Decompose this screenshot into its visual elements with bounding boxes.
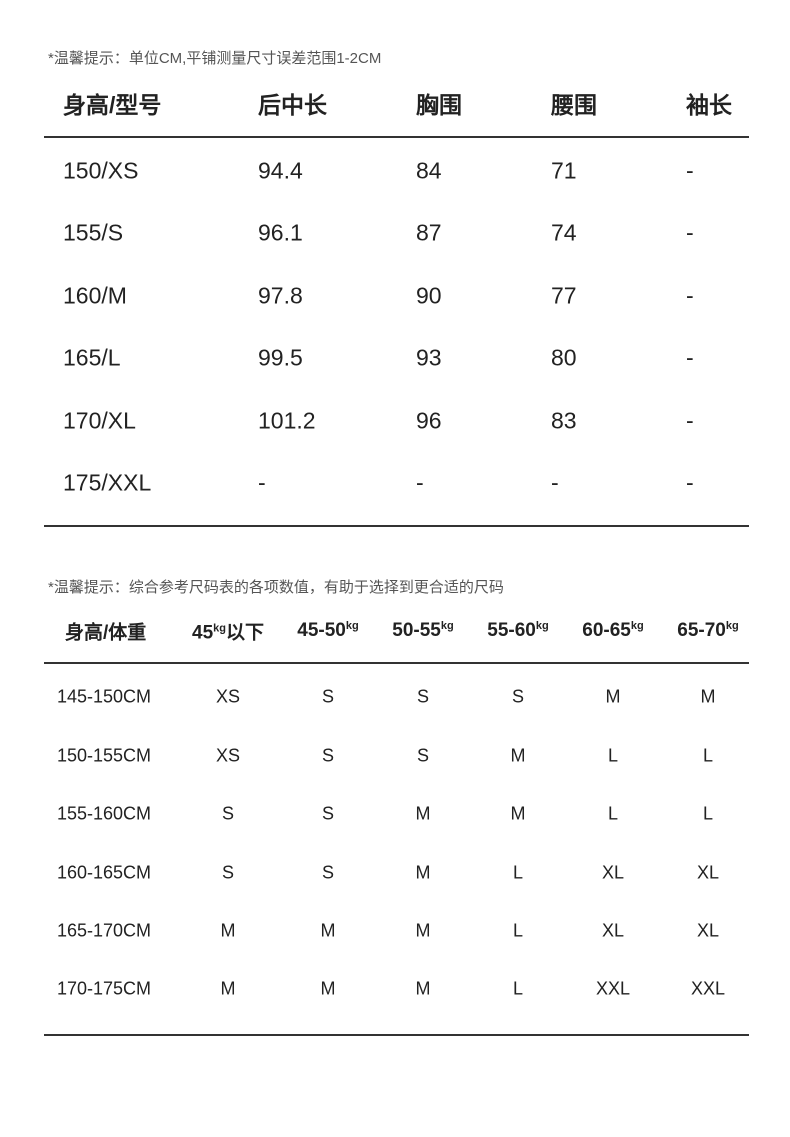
column-header: 45-50kg: [297, 620, 359, 641]
table-cell: 93: [416, 344, 442, 371]
size-cell: S: [416, 686, 430, 707]
column-header: 身高/型号: [63, 92, 162, 118]
height-range-cell: 170-175CM: [57, 978, 152, 999]
table1-bottom-divider: [44, 525, 749, 527]
size-cell: M: [320, 978, 336, 999]
size-cell: L: [607, 803, 619, 824]
size-cell: M: [220, 978, 236, 999]
size-cell: S: [321, 745, 335, 766]
table-cell: -: [686, 407, 694, 434]
unit-kg: kg: [440, 620, 454, 632]
size-label-cell: 150/XS: [63, 157, 139, 184]
size-cell: S: [221, 862, 235, 883]
size-cell: M: [415, 862, 431, 883]
table-cell: 77: [551, 282, 577, 309]
table-cell: 74: [551, 219, 577, 246]
unit-kg: kg: [630, 620, 644, 632]
size-cell: S: [321, 862, 335, 883]
column-header: 身高/体重: [65, 622, 147, 644]
table-cell: 87: [416, 219, 442, 246]
size-cell: XL: [601, 862, 625, 883]
table-cell: 96: [416, 407, 442, 434]
size-cell: XXL: [690, 978, 726, 999]
size-cell: S: [321, 686, 335, 707]
table2-bottom-divider: [44, 1034, 749, 1036]
size-cell: L: [512, 862, 524, 883]
table-cell: -: [416, 469, 424, 496]
size-cell: L: [512, 978, 524, 999]
table-cell: 97.8: [258, 282, 303, 309]
column-header: 腰围: [551, 92, 597, 118]
table-cell: -: [686, 282, 694, 309]
size-label-cell: 170/XL: [63, 407, 136, 434]
height-range-cell: 165-170CM: [57, 920, 152, 941]
height-range-cell: 150-155CM: [57, 745, 152, 766]
column-header: 55-60kg: [487, 620, 549, 641]
unit-kg: kg: [213, 622, 226, 635]
table-cell: -: [686, 219, 694, 246]
size-label-cell: 165/L: [63, 344, 121, 371]
column-header: 袖长: [686, 92, 732, 118]
column-header: 45kg以下: [192, 622, 264, 644]
table-cell: 99.5: [258, 344, 303, 371]
table-cell: 90: [416, 282, 442, 309]
table-cell: -: [686, 344, 694, 371]
size-cell: M: [220, 920, 236, 941]
table-cell: -: [551, 469, 559, 496]
size-cell: M: [415, 803, 431, 824]
column-header: 60-65kg: [582, 620, 644, 641]
size-cell: M: [605, 686, 621, 707]
size-cell: L: [702, 803, 714, 824]
table-cell: -: [686, 157, 694, 184]
column-header: 50-55kg: [392, 620, 454, 641]
table-cell: -: [686, 469, 694, 496]
height-range-cell: 160-165CM: [57, 862, 152, 883]
size-cell: S: [321, 803, 335, 824]
size-cell: S: [416, 745, 430, 766]
size-cell: S: [511, 686, 525, 707]
table-cell: 96.1: [258, 219, 303, 246]
size-cell: M: [415, 920, 431, 941]
column-header: 胸围: [416, 92, 462, 118]
table1-header-divider: [44, 136, 749, 138]
size-cell: M: [415, 978, 431, 999]
table-cell: -: [258, 469, 266, 496]
table-cell: 101.2: [258, 407, 316, 434]
column-header: 65-70kg: [677, 620, 739, 641]
table-cell: 84: [416, 157, 442, 184]
table-cell: 83: [551, 407, 577, 434]
unit-kg: kg: [345, 620, 359, 632]
size-cell: XL: [601, 920, 625, 941]
size-cell: M: [320, 920, 336, 941]
size-label-cell: 160/M: [63, 282, 127, 309]
height-range-cell: 145-150CM: [57, 686, 152, 707]
size-cell: S: [221, 803, 235, 824]
size-cell: M: [510, 803, 526, 824]
size-cell: XXL: [595, 978, 631, 999]
size-cell: XL: [696, 920, 720, 941]
size-cell: L: [512, 920, 524, 941]
table2-header-divider: [44, 662, 749, 664]
measurement-note: *温馨提示：单位CM,平铺测量尺寸误差范围1-2CM: [48, 50, 382, 67]
size-cell: L: [607, 745, 619, 766]
table-cell: 71: [551, 157, 577, 184]
size-label-cell: 155/S: [63, 219, 124, 246]
column-header: 后中长: [258, 92, 327, 118]
table-cell: 80: [551, 344, 577, 371]
table-cell: 94.4: [258, 157, 303, 184]
recommendation-note: *温馨提示：综合参考尺码表的各项数值，有助于选择到更合适的尺码: [48, 579, 504, 596]
size-cell: XS: [215, 745, 241, 766]
size-cell: L: [702, 745, 714, 766]
size-cell: XS: [215, 686, 241, 707]
height-range-cell: 155-160CM: [57, 803, 152, 824]
unit-kg: kg: [535, 620, 549, 632]
unit-kg: kg: [725, 620, 739, 632]
size-cell: XL: [696, 862, 720, 883]
size-label-cell: 175/XXL: [63, 469, 152, 496]
size-cell: M: [700, 686, 716, 707]
size-cell: M: [510, 745, 526, 766]
